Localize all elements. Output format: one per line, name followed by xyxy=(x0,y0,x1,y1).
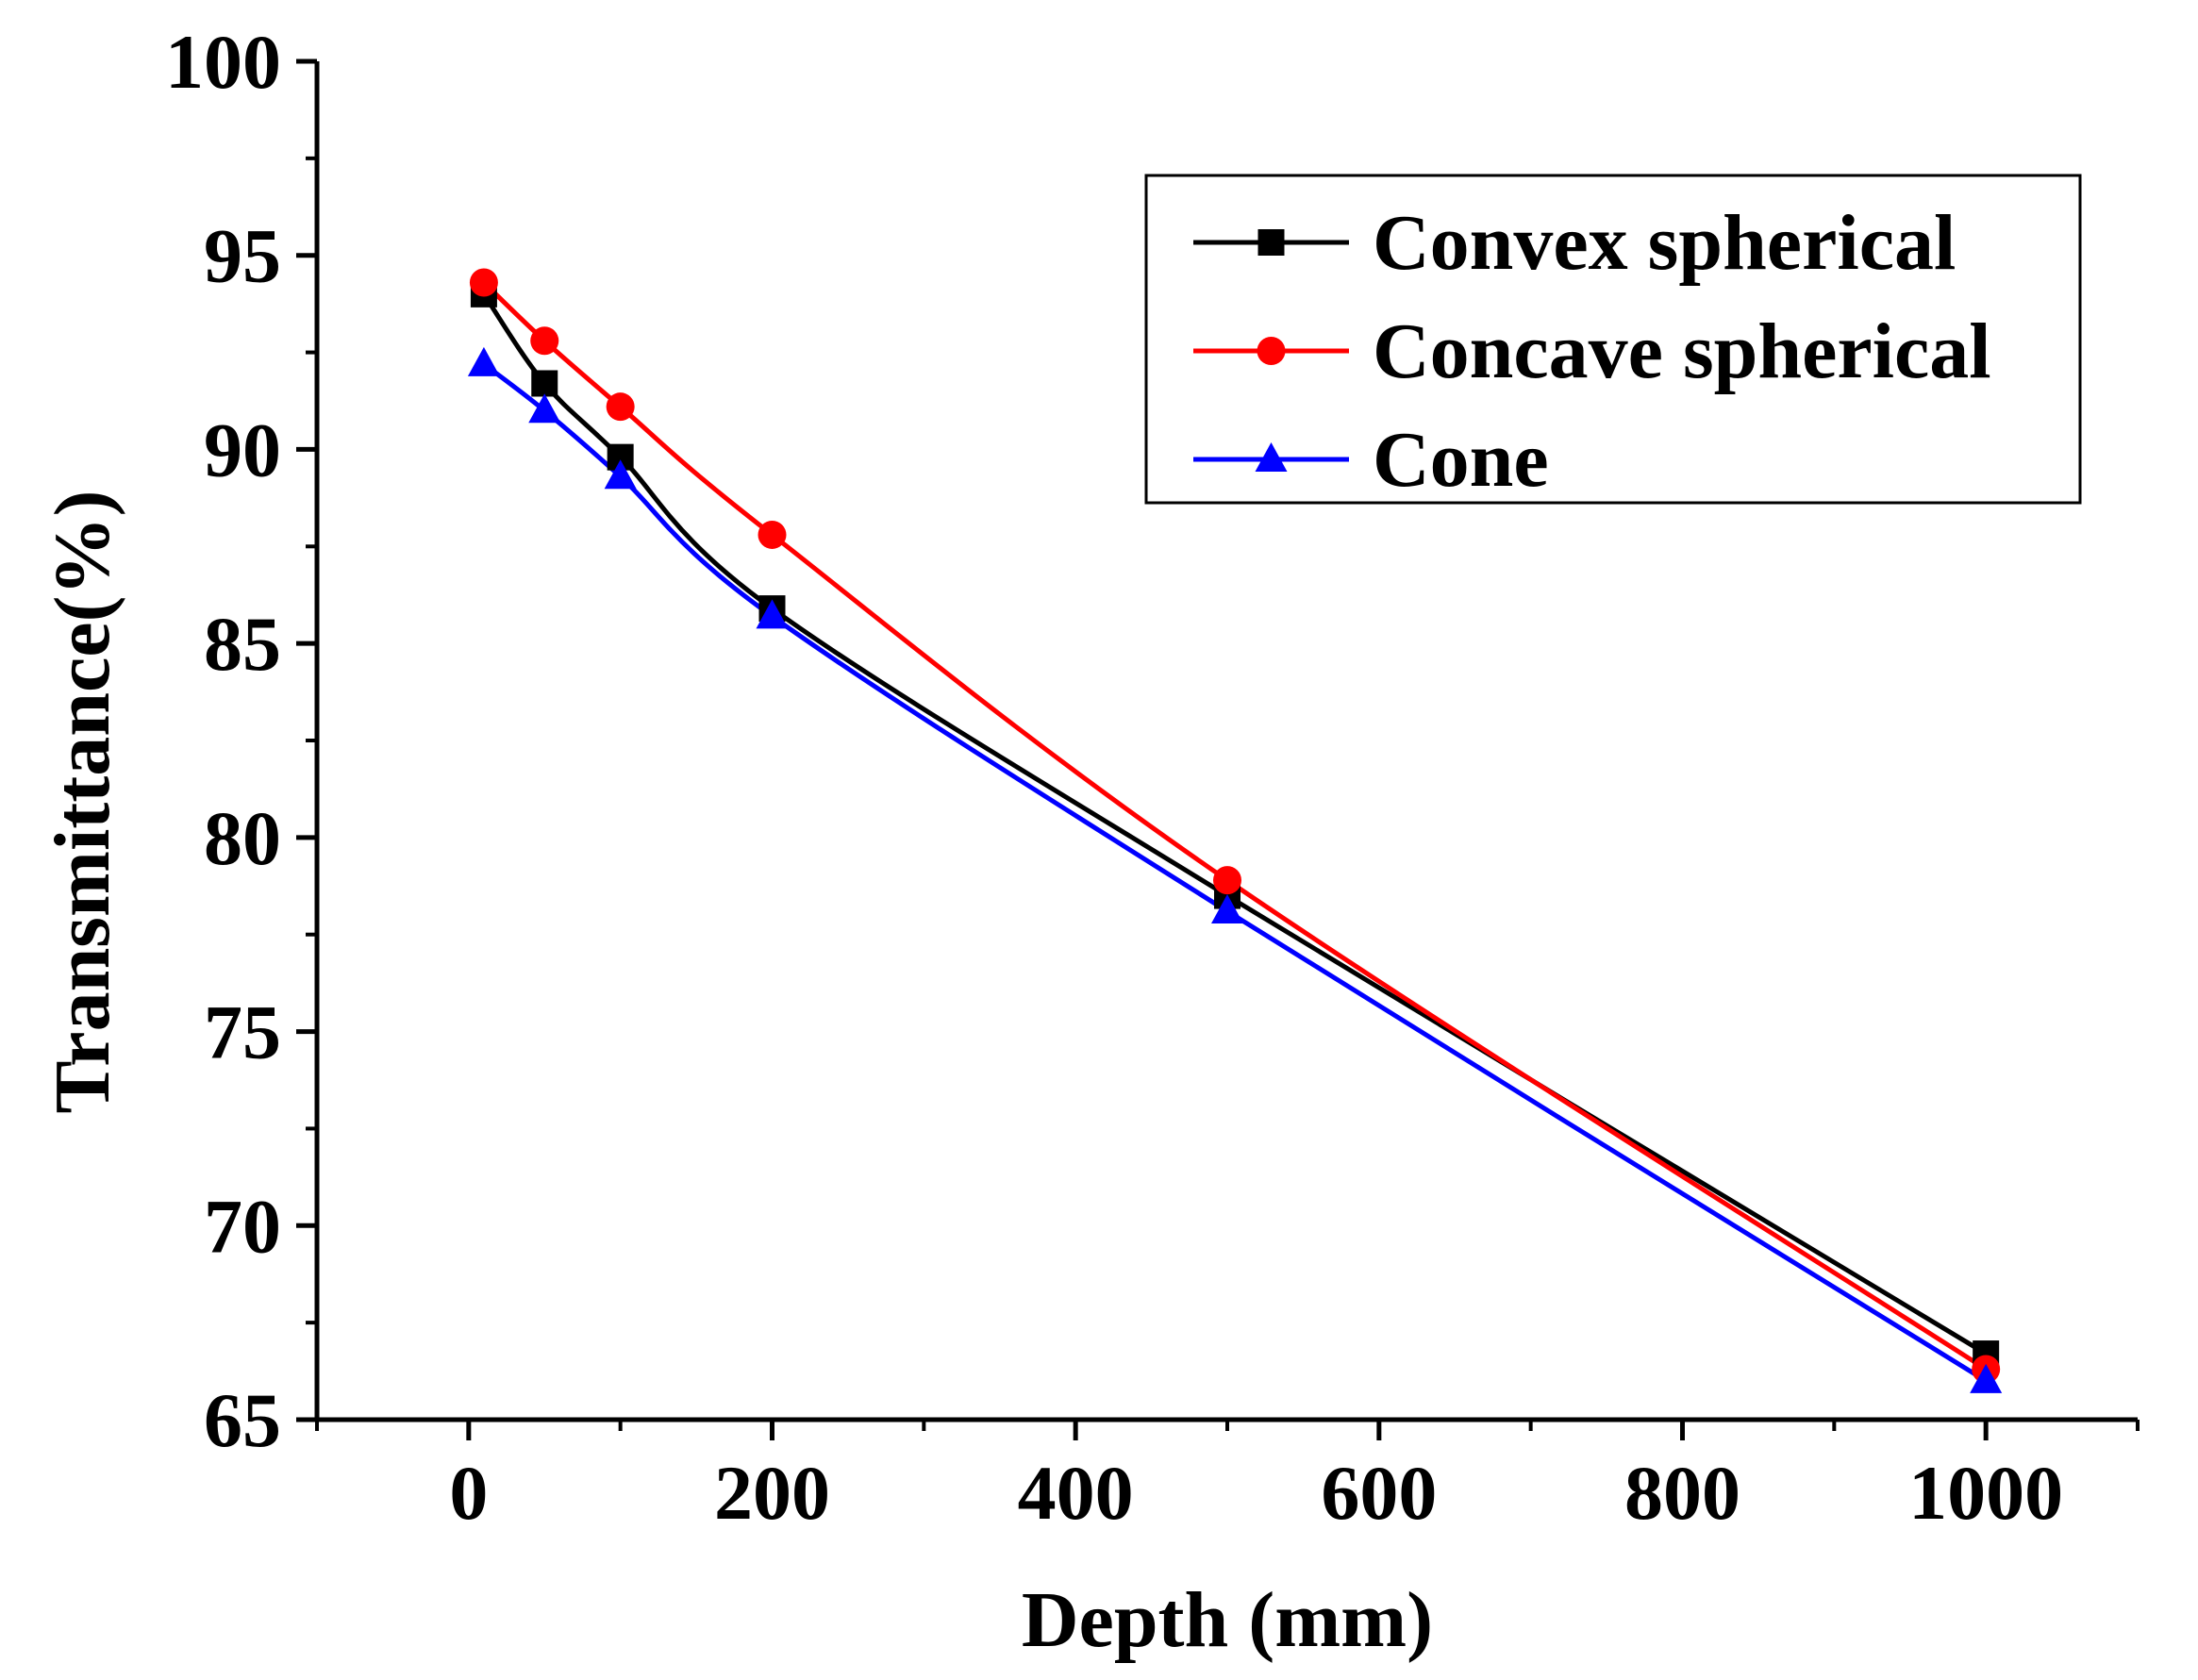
y-axis-title: Transmittance(%) xyxy=(39,491,126,1114)
data-point-cone xyxy=(528,393,561,424)
x-tick-label: 800 xyxy=(1624,1450,1740,1536)
y-tick-label: 85 xyxy=(204,601,281,687)
legend: Convex spherical Concave spherical Cone xyxy=(1144,174,2082,505)
data-point-concave-spherical xyxy=(606,392,635,422)
legend-label-convex-spherical: Convex spherical xyxy=(1373,199,1956,287)
legend-label-concave-spherical: Concave spherical xyxy=(1373,308,1991,395)
ticks xyxy=(296,58,2140,1440)
series-markers xyxy=(467,268,2003,1393)
legend-marker-cone xyxy=(1255,442,1288,472)
series-lines xyxy=(481,280,1988,1383)
x-tick-label: 400 xyxy=(1018,1450,1134,1536)
y-tick-label: 95 xyxy=(204,213,281,299)
y-tick-label: 75 xyxy=(204,990,281,1075)
series-line-convex-spherical xyxy=(481,292,1988,1356)
data-point-concave-spherical xyxy=(758,520,787,549)
data-point-concave-spherical xyxy=(530,326,559,356)
data-point-convex-spherical xyxy=(531,370,558,397)
data-point-cone xyxy=(467,346,500,376)
data-point-concave-spherical xyxy=(469,268,498,297)
data-point-cone xyxy=(756,599,789,629)
legend-label-cone: Cone xyxy=(1373,416,1549,504)
data-point-cone xyxy=(604,459,637,490)
y-tick-label: 80 xyxy=(204,795,281,881)
legend-marker-concave-spherical xyxy=(1257,337,1286,365)
y-tick-label: 65 xyxy=(204,1377,281,1463)
x-tick-label: 1000 xyxy=(1908,1450,2063,1536)
data-point-concave-spherical xyxy=(1213,866,1241,895)
y-tick-label: 90 xyxy=(204,407,281,492)
y-tick-label: 100 xyxy=(165,19,281,105)
x-tick-label: 200 xyxy=(714,1450,830,1536)
series-line-cone xyxy=(482,361,1988,1383)
data-point-cone xyxy=(1211,894,1243,924)
x-tick-label: 0 xyxy=(449,1450,488,1536)
x-tick-label: 600 xyxy=(1321,1450,1437,1536)
legend-box xyxy=(1144,174,2082,505)
series-line-concave-spherical xyxy=(482,280,1988,1372)
data-point-cone xyxy=(1970,1363,2003,1393)
legend-marker-convex-spherical xyxy=(1257,229,1285,256)
x-axis-title: Depth (mm) xyxy=(1022,1576,1433,1664)
y-tick-label: 70 xyxy=(204,1183,281,1269)
